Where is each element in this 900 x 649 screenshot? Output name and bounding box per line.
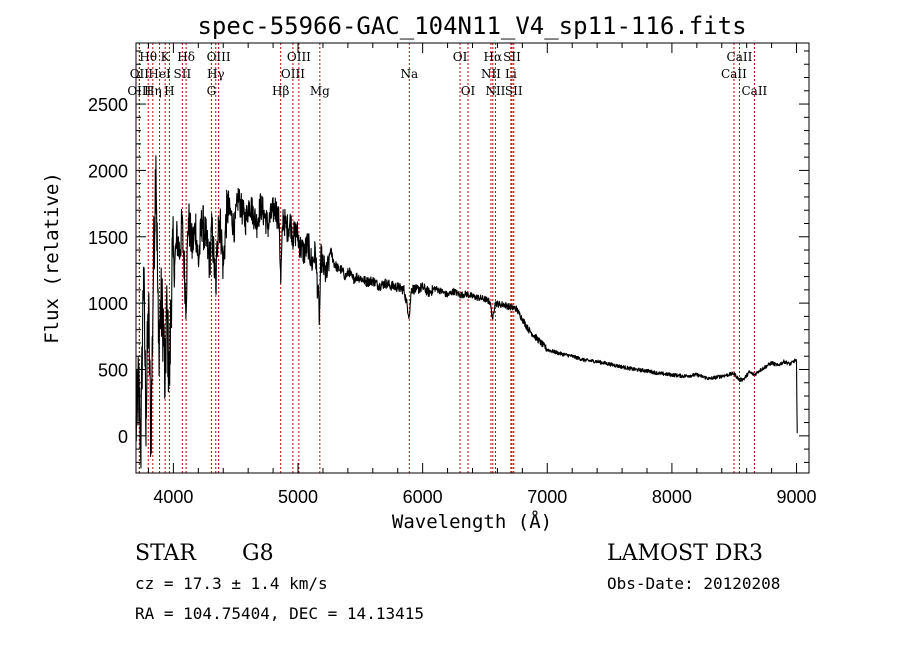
series-line-flux [135,155,798,469]
spectral-line-label: OIII [207,50,231,64]
spectral-line-label: Hγ [207,67,225,81]
spectral-line-label: CaII [721,67,747,81]
spectral-line-label: SII [503,50,521,64]
y-axis-label: Flux (relative) [41,172,63,344]
y-tick-label: 1500 [88,228,128,248]
spectral-line-label: Na [400,67,418,81]
spectral-line-label: NII [485,84,505,98]
spectral-line-label: G [207,84,217,98]
spectral-line-label: CaII [727,50,753,64]
spectral-line-label: Hη [144,84,162,98]
spectral-line-label: K [161,50,171,64]
spectral-line-label: H [164,84,174,98]
survey-name: LAMOST DR3 [607,541,763,566]
x-tick-label: 5000 [278,487,318,507]
spectral-line-label: Li [505,67,517,81]
spectral-line-label: Hβ [272,84,289,98]
spectral-line-label: Hα [484,50,503,64]
y-tick-label: 2500 [88,95,128,115]
x-tick-label: 9000 [777,487,817,507]
spectral-line-label: NII [481,67,501,81]
spectral-line-label: OII [130,67,150,81]
coordinates: RA = 104.75404, DEC = 14.13415 [135,604,424,623]
spectral-line-label: Mg [310,84,330,98]
x-tick-label: 6000 [403,487,443,507]
spectral-line-label: Hθ [139,50,157,64]
spectral-line-label: HeI [148,67,171,81]
y-tick-label: 1000 [88,294,128,314]
y-axis: 0 500 1000 1500 2000 2500 [88,50,809,463]
y-tick-label: 500 [98,360,128,380]
redshift-text: cz = 17.3 ± 1.4 km/s [135,574,328,593]
y-tick-label: 0 [118,427,128,447]
spectral-line-label: SII [174,67,192,81]
plot-frame [135,42,810,474]
spectral-line-label: OI [453,50,468,64]
chart-title: spec-55966-GAC_104N11_V4_sp11-116.fits [197,12,746,40]
spectral-line-label: OIII [287,50,311,64]
spectral-line-label: Hδ [177,50,195,64]
obs-date: Obs-Date: 20120208 [607,574,780,593]
object-class: STAR [135,541,197,566]
y-tick-label: 2000 [88,161,128,181]
x-tick-label: 8000 [652,487,692,507]
series-flux [135,155,798,469]
x-axis: 4000 5000 6000 7000 8000 9000 [147,43,817,507]
spectral-line-label: OIII [281,67,305,81]
spectral-line-label: SII [505,84,523,98]
subclass: G8 [242,541,274,566]
x-axis-label: Wavelength (Å) [392,510,552,533]
x-tick-label: 7000 [527,487,567,507]
spectral-line-markers [138,43,755,473]
spectral-line-label: OI [461,84,476,98]
spectral-line-label: CaII [741,84,767,98]
x-tick-label: 4000 [153,487,193,507]
